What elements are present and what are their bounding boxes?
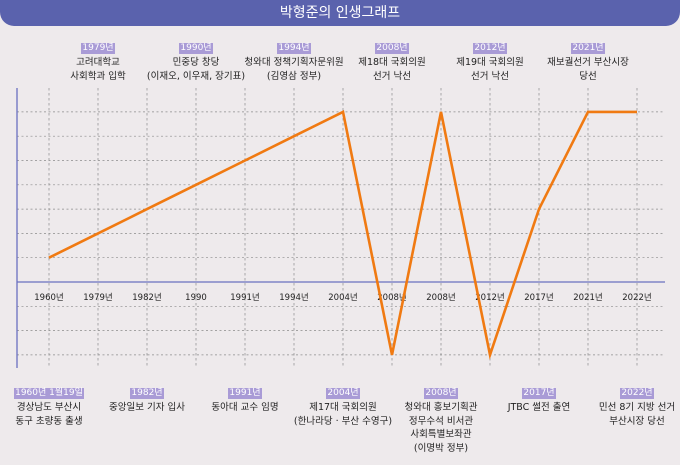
event-description: 부산시장 당선 bbox=[609, 415, 665, 427]
event-description: (이명박 정부) bbox=[413, 442, 469, 454]
x-tick-label: 1982년 bbox=[132, 292, 161, 303]
event-description: 동아대 교수 임명 bbox=[211, 402, 279, 413]
x-tick-label: 1991년 bbox=[230, 292, 259, 303]
event-description: (김영삼 정부) bbox=[266, 70, 322, 82]
event-description: 사회특별보좌관 bbox=[410, 429, 472, 440]
event-description: 중앙일보 기자 입사 bbox=[109, 402, 185, 413]
x-tick-label: 1994년 bbox=[279, 292, 308, 303]
event-description: 재보궐선거 부산시장 bbox=[547, 57, 629, 68]
event-year-tag: 2017년 bbox=[522, 388, 556, 399]
chart-title: 박형준의 인생그래프 bbox=[279, 5, 401, 21]
event-description: 제19대 국회의원 bbox=[456, 57, 524, 68]
event-description: 정무수석 비서관 bbox=[408, 415, 474, 427]
event-description: (한나라당 · 부산 수영구) bbox=[293, 415, 393, 427]
x-tick-label: 2021년 bbox=[573, 292, 602, 303]
event-year-tag: 2008년 bbox=[375, 43, 409, 54]
event-description: 사회학과 입학 bbox=[70, 70, 126, 82]
event-description: 제18대 국회의원 bbox=[358, 57, 426, 68]
event-description: 고려대학교 bbox=[76, 57, 120, 68]
event-description: 경상남도 부산시 bbox=[16, 402, 82, 413]
event-description: 민선 8기 지방 선거 bbox=[598, 402, 676, 413]
x-tick-label: 2008년 bbox=[426, 292, 455, 303]
x-tick-label: 2008년 bbox=[377, 292, 406, 303]
x-tick-label: 2012년 bbox=[475, 292, 504, 303]
event-year-tag: 2021년 bbox=[571, 43, 605, 54]
x-tick-label: 2017년 bbox=[524, 292, 553, 303]
x-tick-label: 1960년 bbox=[34, 292, 63, 303]
event-description: 선거 낙선 bbox=[373, 70, 411, 82]
event-year-tag: 1979년 bbox=[81, 43, 115, 54]
event-description: JTBC 썰전 출연 bbox=[507, 402, 571, 413]
event-year-tag: 1990년 bbox=[179, 43, 213, 54]
event-year-tag: 2004년 bbox=[326, 388, 360, 399]
event-year-tag: 1991년 bbox=[228, 388, 262, 399]
event-description: 청와대 홍보기획관 bbox=[404, 402, 478, 413]
event-year-tag: 2022년 bbox=[620, 388, 654, 399]
event-description: 선거 낙선 bbox=[471, 70, 509, 82]
event-year-tag: 2012년 bbox=[473, 43, 507, 54]
event-year-tag: 1960년 1월19일 bbox=[14, 388, 84, 399]
chart-title-bar: 박형준의 인생그래프 bbox=[0, 0, 680, 26]
event-description: 동구 초량동 출생 bbox=[15, 415, 83, 427]
event-year-tag: 1982년 bbox=[130, 388, 164, 399]
event-description: 제17대 국회의원 bbox=[309, 402, 377, 413]
event-description: (이재오, 이우재, 장기표) bbox=[146, 70, 246, 82]
event-description: 당선 bbox=[579, 70, 597, 82]
event-annotation: 2017년 JTBC 썰전 출연 bbox=[464, 386, 614, 415]
x-tick-label: 2022년 bbox=[622, 292, 651, 303]
event-year-tag: 2008년 bbox=[424, 388, 458, 399]
x-tick-label: 2004년 bbox=[328, 292, 357, 303]
event-description: 민중당 창당 bbox=[172, 57, 220, 68]
x-tick-label: 1979년 bbox=[83, 292, 112, 303]
event-year-tag: 1994년 bbox=[277, 43, 311, 54]
x-tick-label: 1990 bbox=[185, 293, 207, 303]
event-description: 청와대 정책기획자문위원 bbox=[244, 57, 344, 68]
